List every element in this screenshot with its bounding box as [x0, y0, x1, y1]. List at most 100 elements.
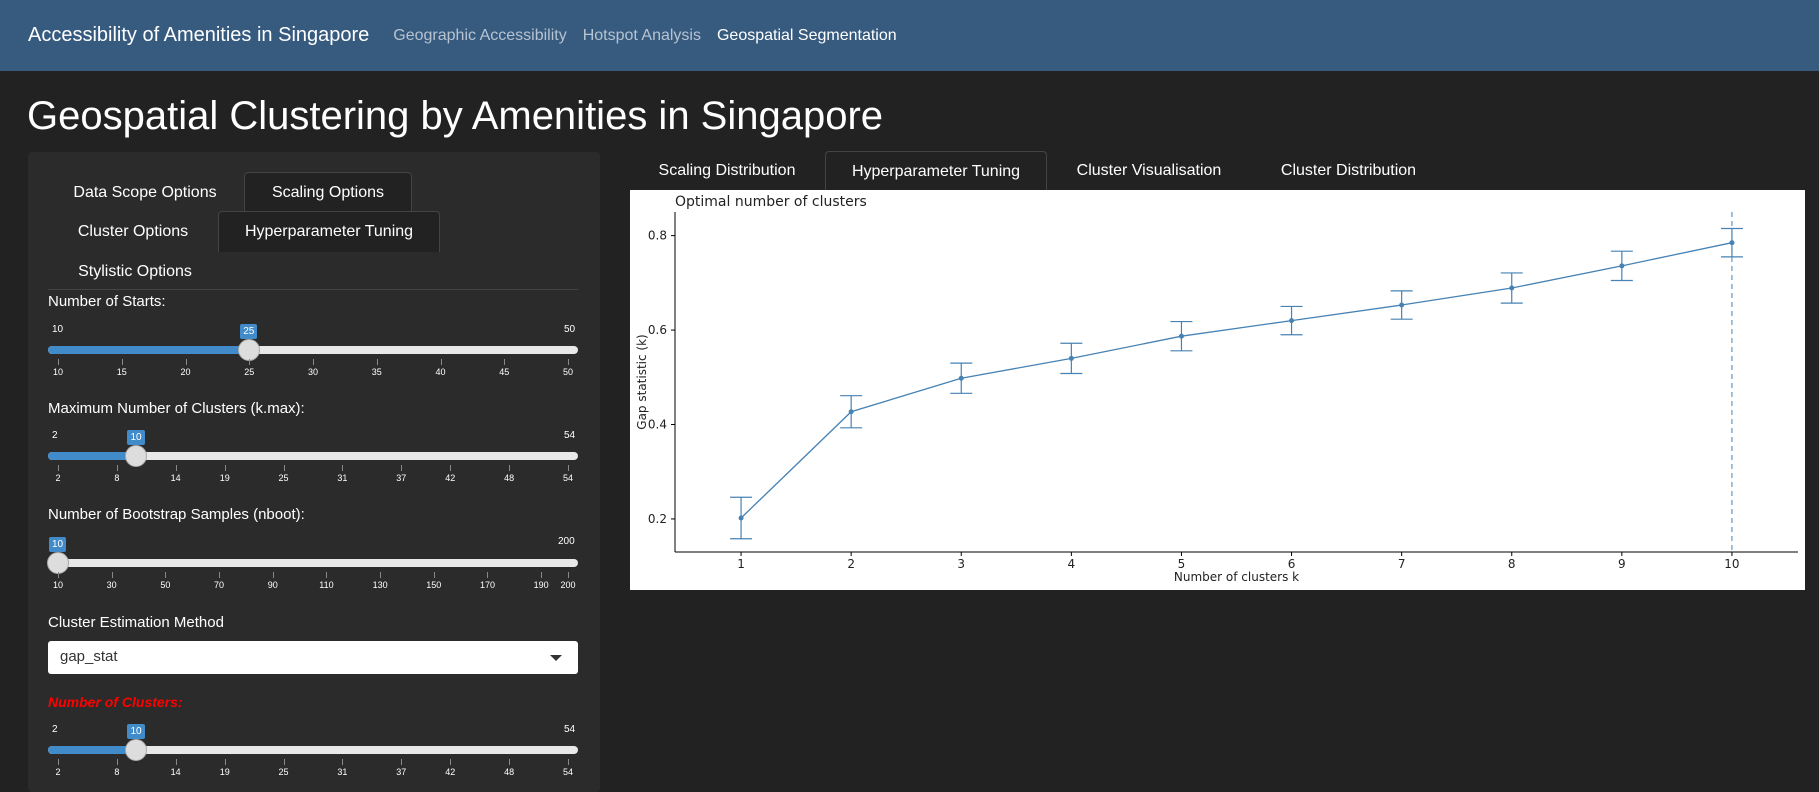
slider-tick: [185, 359, 187, 365]
slider-tick-label: 48: [504, 473, 515, 483]
tab-cluster-distribution[interactable]: Cluster Distribution: [1280, 162, 1417, 179]
y-tick-label: 0.2: [648, 512, 667, 526]
data-point: [1619, 263, 1625, 269]
slider-tick-label: 14: [170, 473, 181, 483]
slider-tick-label: 190: [533, 580, 549, 590]
x-tick-label: 6: [1288, 557, 1296, 571]
slider-tick: [313, 359, 314, 365]
slider-tick-label: 54: [562, 767, 574, 777]
data-point: [738, 515, 744, 521]
kmax-slider-fill: [48, 452, 137, 460]
slider-tick-label: 30: [106, 580, 117, 590]
tab-cluster-options[interactable]: Cluster Options: [77, 222, 189, 240]
slider-tick-label: 2: [55, 473, 61, 483]
slider-tick-label: 50: [160, 580, 171, 590]
kmax-slider[interactable]: 10: [48, 430, 578, 467]
slider-tick: [121, 359, 123, 365]
slider-tick: [401, 465, 403, 471]
data-point: [1729, 240, 1735, 246]
slider-tick: [504, 359, 506, 365]
slider-tick-label: 37: [396, 767, 407, 777]
x-tick-label: 8: [1508, 557, 1516, 571]
slider-tick: [376, 359, 378, 365]
slider-tick-label: 70: [214, 580, 225, 590]
slider-tick: [283, 465, 285, 471]
tab-main-hyperparameter-tuning[interactable]: Hyperparameter Tuning: [825, 151, 1047, 191]
method-select[interactable]: gap_stat: [48, 641, 578, 674]
data-point: [1399, 302, 1405, 308]
kmax-slider-ticks: 2 8 14 19 25 31 37 42 48 54: [48, 465, 578, 485]
slider-tick-label: 8: [114, 473, 120, 483]
tab-scaling-options[interactable]: Scaling Options: [244, 172, 412, 213]
navbar-brand[interactable]: Accessibility of Amenities in Singapore: [28, 24, 370, 46]
slider-tick-label: 10: [52, 580, 64, 590]
clusters-label: Number of Clusters:: [48, 694, 183, 710]
starts-label: Number of Starts:: [48, 293, 166, 310]
tab-stylistic-options[interactable]: Stylistic Options: [78, 262, 192, 280]
nboot-label: Number of Bootstrap Samples (nboot):: [48, 506, 305, 523]
nav-link-geospatial-segmentation[interactable]: Geospatial Segmentation: [716, 26, 897, 44]
slider-tick: [380, 572, 382, 578]
starts-slider-value: 25: [240, 324, 258, 339]
clusters-slider-fill: [48, 746, 137, 754]
clusters-slider-handle[interactable]: [125, 739, 148, 761]
slider-tick: [219, 572, 221, 578]
slider-tick: [342, 759, 344, 765]
x-tick-label: 4: [1068, 557, 1076, 571]
nav-link-geographic-accessibility[interactable]: Geographic Accessibility: [393, 26, 567, 44]
slider-tick-label: 42: [445, 767, 456, 777]
tab-hyperparameter-tuning[interactable]: Hyperparameter Tuning: [218, 211, 440, 252]
slider-tick: [440, 359, 442, 365]
slider-tick-label: 170: [479, 580, 495, 590]
slider-tick-label: 19: [219, 767, 230, 777]
slider-tick: [165, 572, 167, 578]
method-label: Cluster Estimation Method: [48, 614, 224, 631]
clusters-min: 2: [52, 724, 58, 735]
nboot-slider-handle[interactable]: [47, 552, 69, 574]
x-tick-label: 10: [1724, 557, 1739, 571]
x-axis-label: Number of clusters k: [1174, 570, 1299, 584]
slider-tick-label: 31: [337, 473, 348, 483]
slider-tick: [509, 759, 511, 765]
x-tick-label: 1: [737, 557, 745, 571]
slider-tick-label: 10: [52, 367, 64, 377]
x-tick-label: 3: [957, 557, 965, 571]
nav-link-hotspot-analysis[interactable]: Hotspot Analysis: [582, 26, 701, 44]
sidebar-panel: [28, 152, 600, 792]
starts-slider[interactable]: 25: [48, 324, 578, 361]
slider-tick: [224, 759, 226, 765]
x-tick-label: 5: [1178, 557, 1186, 571]
slider-tick: [450, 465, 452, 471]
slider-tick-label: 20: [180, 367, 191, 377]
data-point: [1289, 318, 1295, 324]
slider-tick-label: 45: [499, 367, 510, 377]
clusters-max: 54: [564, 724, 576, 735]
tab-cluster-visualisation[interactable]: Cluster Visualisation: [1076, 162, 1222, 179]
nboot-slider[interactable]: 10: [47, 537, 578, 574]
slider-tick: [450, 759, 452, 765]
slider-tick-label: 15: [116, 367, 127, 377]
slider-tick: [433, 572, 435, 578]
slider-tick: [175, 759, 177, 765]
slider-tick-label: 54: [562, 473, 574, 483]
slider-tick: [487, 572, 489, 578]
nboot-max: 200: [558, 536, 575, 547]
slider-tick: [249, 359, 251, 365]
slider-tick: [175, 465, 177, 471]
tab-data-scope-options[interactable]: Data Scope Options: [73, 183, 217, 201]
clusters-slider[interactable]: 10: [48, 724, 578, 761]
slider-tick: [58, 759, 59, 765]
data-point: [848, 409, 854, 415]
slider-tick: [568, 759, 569, 765]
slider-tick-label: 150: [426, 580, 442, 590]
x-tick-label: 7: [1398, 557, 1406, 571]
kmax-slider-value: 10: [127, 430, 145, 445]
data-point: [1068, 355, 1074, 361]
slider-tick-label: 25: [244, 367, 255, 377]
slider-tick-label: 110: [319, 580, 334, 590]
tab-scaling-distribution[interactable]: Scaling Distribution: [658, 162, 796, 179]
x-tick-label: 9: [1618, 557, 1626, 571]
kmax-slider-handle[interactable]: [125, 445, 148, 467]
nboot-slider-ticks: 10 30 50 70 90 110 130 150 170 190 200: [48, 572, 578, 592]
x-tick-label: 2: [847, 557, 855, 571]
